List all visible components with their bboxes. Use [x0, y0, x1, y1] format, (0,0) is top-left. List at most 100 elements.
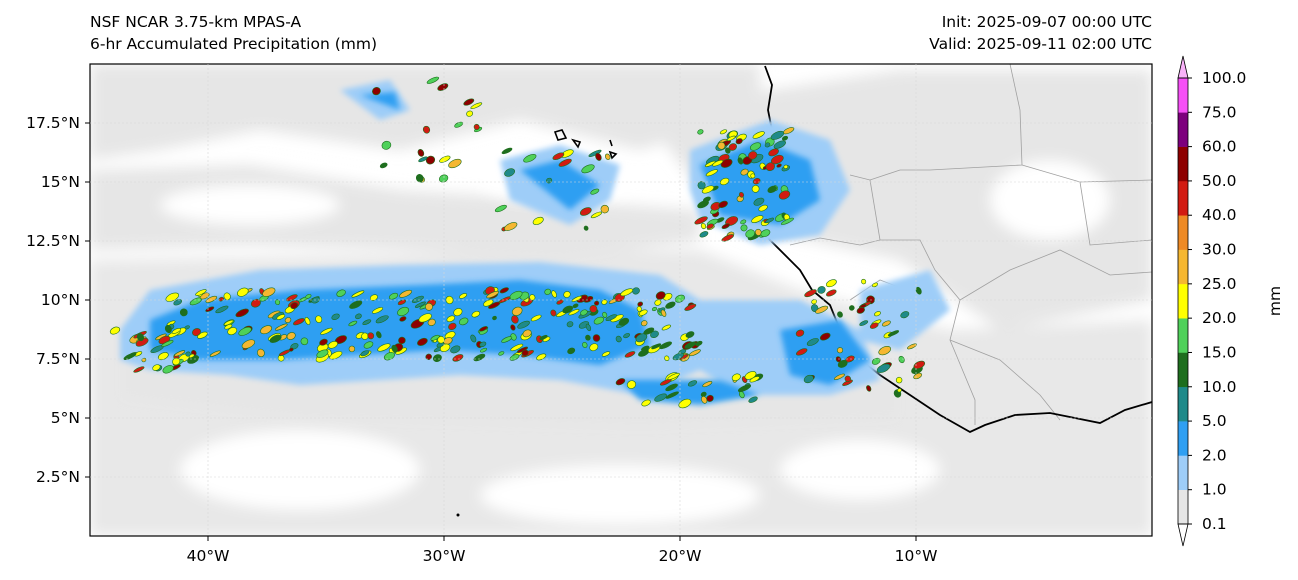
- colorbar-extend-high: [1177, 55, 1189, 79]
- lat-tick-label: 5°N: [51, 409, 80, 427]
- precip-cell: [583, 225, 589, 231]
- precip-cell: [336, 289, 346, 297]
- precip-cell: [397, 299, 407, 306]
- precip-cell: [767, 185, 777, 193]
- precip-cell: [593, 316, 605, 325]
- precip-cell: [915, 286, 922, 295]
- valid-time: Valid: 2025-09-11 02:00 UTC: [929, 35, 1152, 53]
- precip-cell: [539, 334, 548, 341]
- precip-cell: [552, 152, 565, 160]
- precip-cell: [205, 306, 215, 312]
- precip-cell: [504, 168, 516, 177]
- precip-cell: [620, 288, 634, 297]
- precip-cell: [563, 291, 571, 298]
- precip-cell: [655, 291, 666, 300]
- precip-cell: [161, 340, 174, 347]
- precip-cell: [446, 315, 456, 323]
- lon-tick-label: 20°W: [659, 547, 702, 565]
- precip-cell: [260, 325, 273, 335]
- precip-cell: [425, 353, 432, 360]
- precip-cell: [580, 309, 588, 316]
- precip-cell: [869, 322, 879, 329]
- precip-cell: [388, 292, 399, 300]
- precip-cell: [636, 306, 642, 312]
- precip-cell: [237, 287, 249, 297]
- colorbar-segment: [1178, 283, 1188, 319]
- precip-cell: [624, 351, 636, 358]
- precip-cell: [685, 331, 695, 338]
- precip-cell: [745, 229, 756, 238]
- precip-cell: [887, 330, 900, 337]
- precip-cell: [562, 305, 573, 314]
- colorbar-outline: [1177, 77, 1189, 525]
- precip-cell: [826, 279, 837, 288]
- precip-cell: [417, 337, 428, 346]
- precip-cell: [589, 343, 599, 352]
- colorbar-segment: [1178, 146, 1188, 182]
- precip-cell: [866, 385, 872, 392]
- precip-cell: [479, 341, 487, 348]
- precip-cell: [684, 303, 697, 311]
- precip-cell: [510, 324, 516, 331]
- precip-cell: [501, 147, 513, 155]
- precip-cell: [572, 303, 579, 309]
- precip-cell: [568, 309, 580, 316]
- precip-cell: [595, 152, 602, 161]
- precip-cell: [641, 345, 650, 352]
- precip-cell: [764, 142, 771, 148]
- precip-cell: [882, 320, 891, 327]
- precip-cell: [804, 289, 817, 298]
- precip-cell: [600, 204, 609, 214]
- precip-cell: [379, 162, 388, 169]
- precip-cell: [659, 378, 672, 386]
- precip-cell: [544, 288, 552, 295]
- precip-cell: [684, 341, 696, 349]
- precip-cell: [360, 350, 370, 357]
- precip-cell: [695, 340, 703, 347]
- colorbar-segment: [1178, 215, 1188, 250]
- precip-cell: [754, 228, 762, 236]
- precip-cell: [665, 383, 678, 392]
- colorbar-label: 10.0: [1202, 378, 1237, 396]
- convective-cells: [109, 76, 926, 409]
- precip-cell: [699, 231, 709, 238]
- precip-cell: [701, 185, 715, 194]
- precip-cell: [398, 336, 406, 345]
- precip-cell: [674, 294, 685, 303]
- precip-cell: [640, 320, 648, 327]
- precip-cell: [223, 292, 231, 301]
- precip-cell: [665, 391, 679, 399]
- precip-cell: [861, 278, 867, 285]
- precip-cell: [425, 155, 436, 165]
- precip-cell: [174, 350, 186, 357]
- precip-cell: [706, 223, 714, 229]
- colorbar-segment: [1178, 249, 1188, 285]
- colorbar-segment: [1178, 421, 1188, 456]
- precip-cell: [136, 333, 145, 342]
- colorbar-label: 40.0: [1202, 206, 1237, 224]
- precip-cell: [399, 316, 407, 322]
- precip-cell: [197, 331, 208, 339]
- precip-cell: [704, 160, 716, 167]
- precip-cell: [795, 329, 805, 337]
- precip-cell: [492, 315, 497, 321]
- precip-cell: [157, 352, 169, 361]
- precip-cell: [726, 135, 736, 142]
- colorbar-label: 0.1: [1202, 515, 1227, 533]
- precip-cell: [438, 174, 449, 183]
- precip-cell: [719, 177, 730, 186]
- lon-tick-label: 10°W: [895, 547, 938, 565]
- precip-cell: [511, 306, 523, 316]
- precip-cell: [764, 217, 775, 224]
- precip-cell: [856, 307, 865, 314]
- precip-cell: [659, 341, 672, 350]
- precip-cell: [452, 354, 464, 362]
- colorbar-segment: [1178, 180, 1188, 216]
- init-time: Init: 2025-09-07 00:00 UTC: [941, 13, 1152, 31]
- lat-tick-label: 2.5°N: [36, 468, 80, 486]
- precip-cell: [651, 343, 662, 350]
- precip-cell: [530, 314, 542, 322]
- precip-cell: [749, 376, 760, 383]
- precip-cell: [494, 204, 507, 213]
